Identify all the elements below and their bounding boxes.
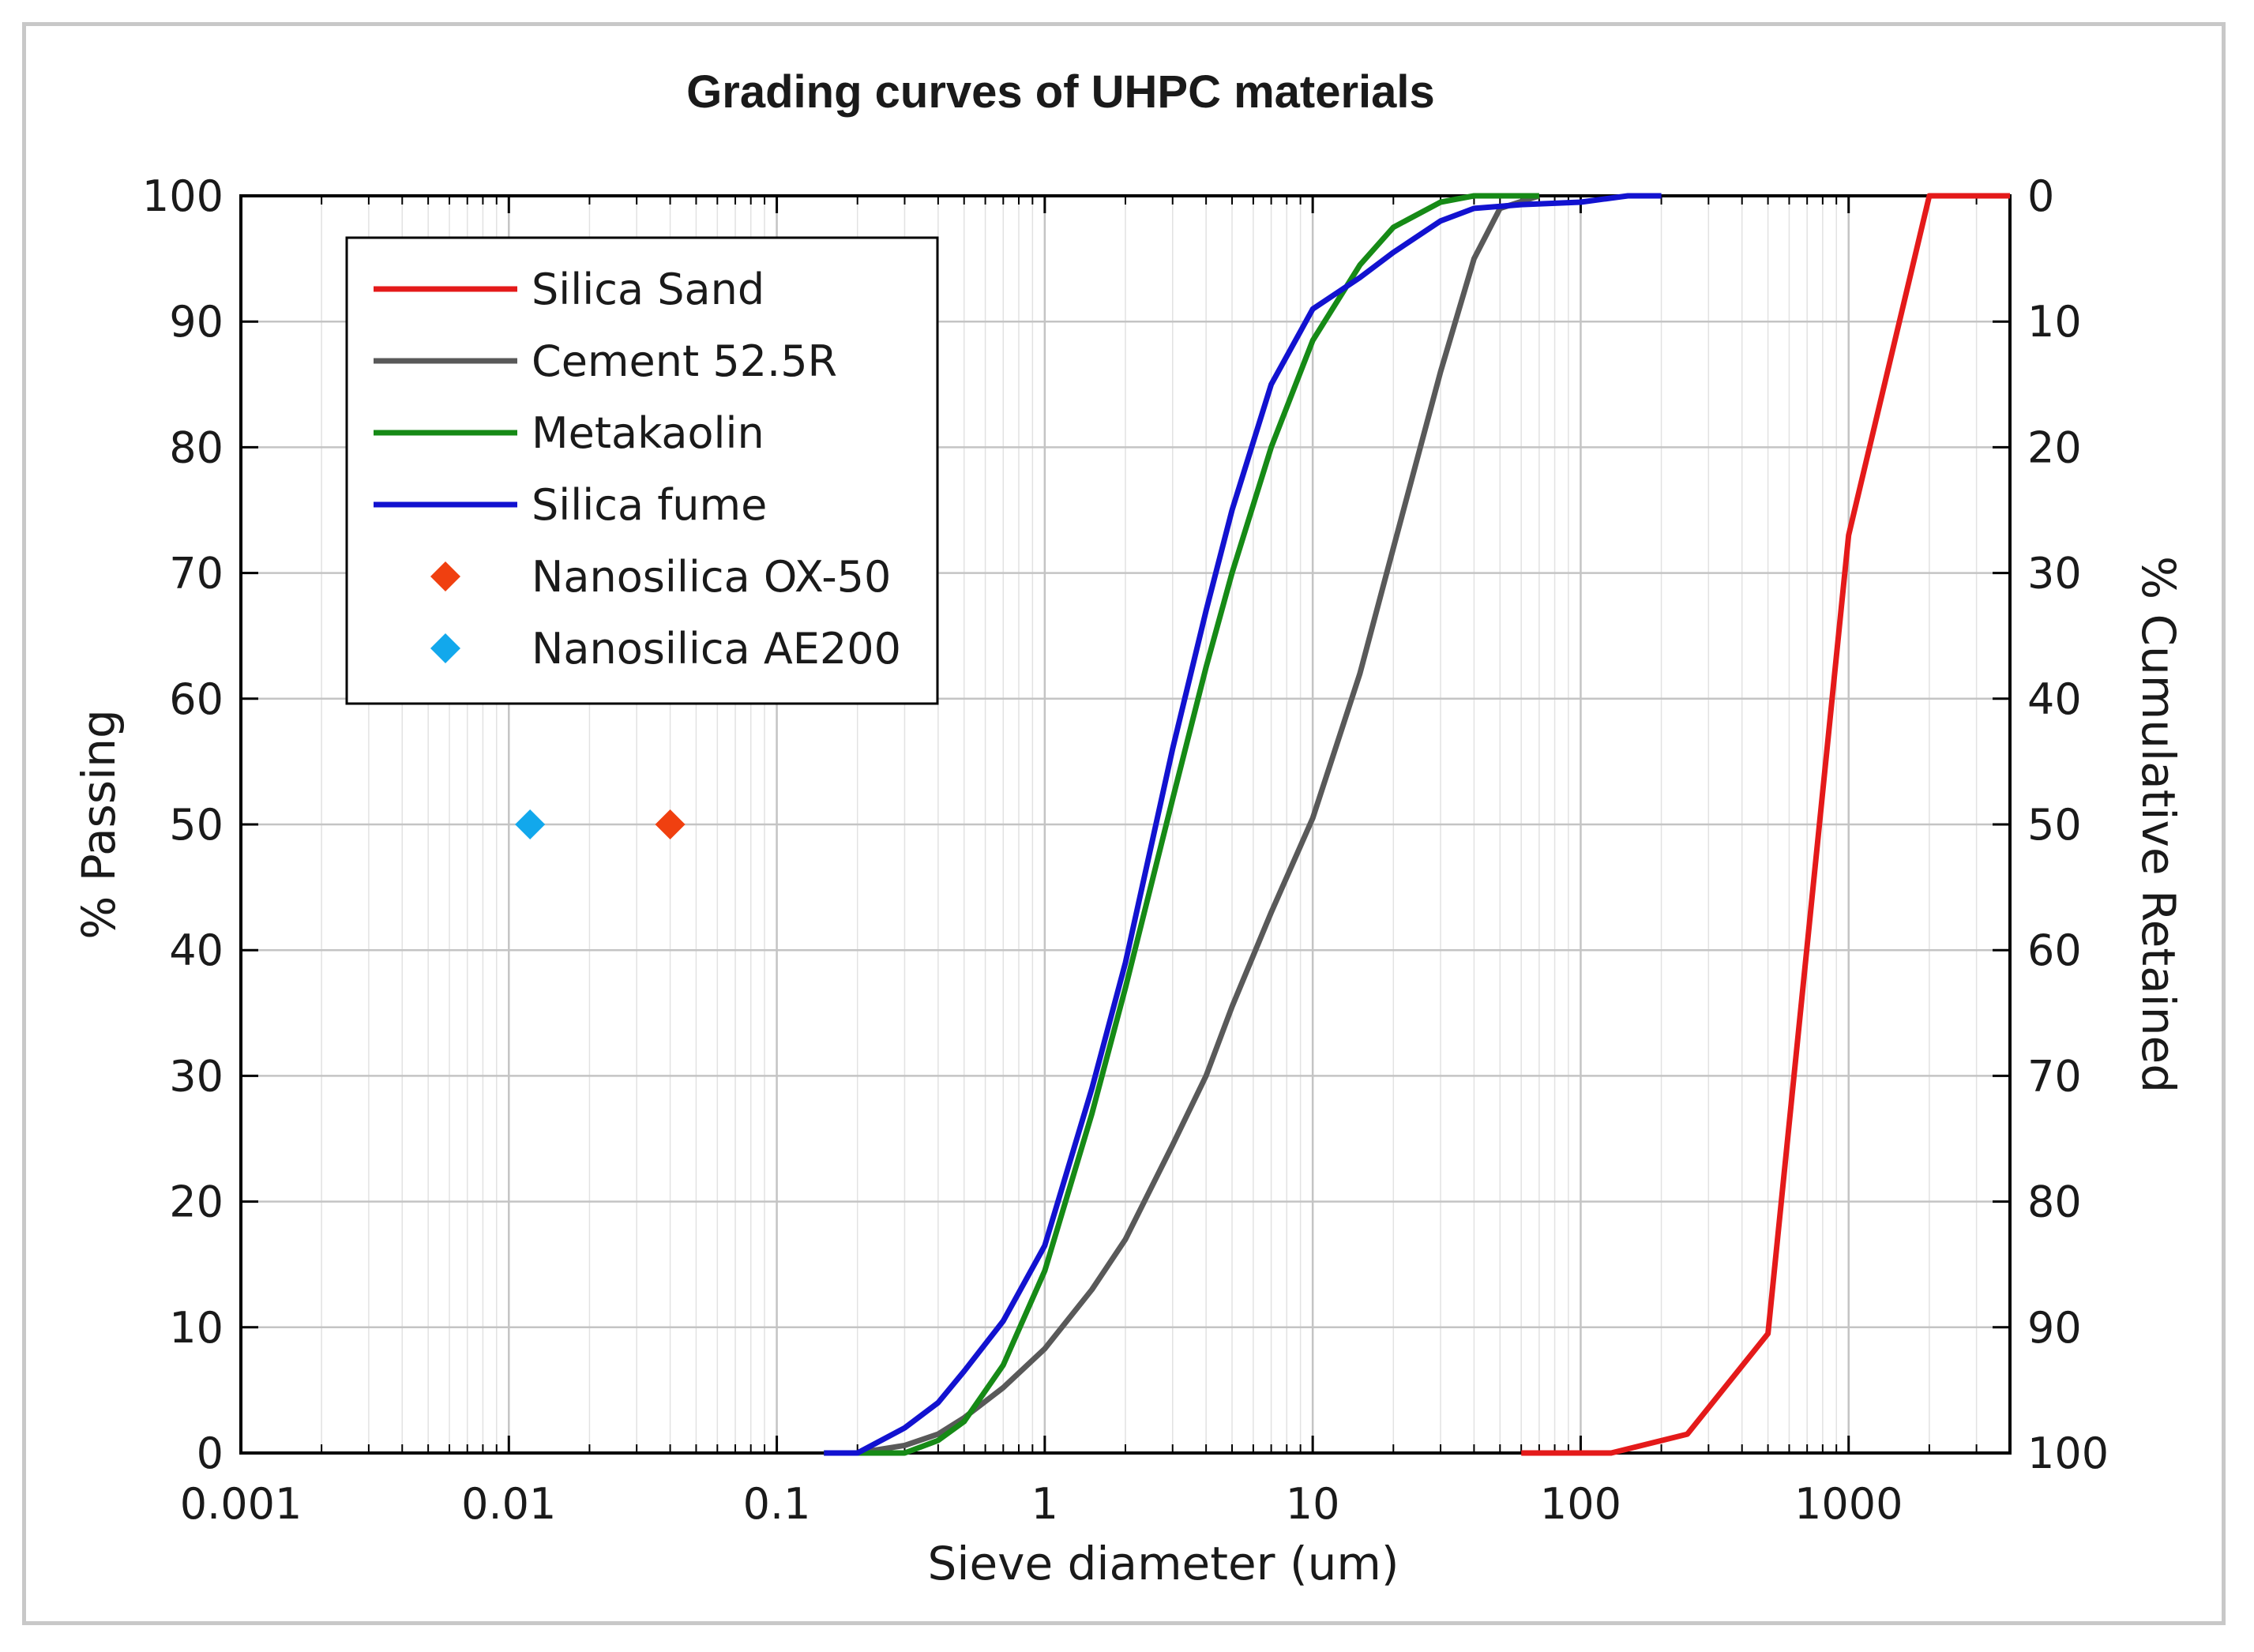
legend-label-silica-sand: Silica Sand bbox=[532, 265, 764, 314]
y-tick-label: 80 bbox=[169, 422, 224, 472]
y2-tick-label: 40 bbox=[2027, 674, 2082, 724]
y-tick-label: 100 bbox=[142, 171, 224, 221]
silica-sand-line bbox=[1521, 193, 2010, 1456]
y2-tick-label: 0 bbox=[2027, 171, 2054, 221]
legend-label-nanosilica-ox-50: Nanosilica OX-50 bbox=[532, 552, 891, 602]
x-tick-label: 1000 bbox=[1794, 1479, 1903, 1529]
legend-label-metakaolin: Metakaolin bbox=[532, 408, 764, 458]
y-tick-label: 40 bbox=[169, 925, 224, 975]
y-tick-label: 50 bbox=[169, 800, 224, 850]
y2-tick-label: 10 bbox=[2027, 297, 2082, 347]
axis-ticks bbox=[239, 194, 2011, 1455]
y-tick-label: 0 bbox=[197, 1429, 224, 1478]
chart-title: Grading curves of UHPC materials bbox=[686, 66, 1435, 118]
x-tick-label: 100 bbox=[1540, 1479, 1621, 1529]
y2-tick-label: 100 bbox=[2027, 1429, 2109, 1478]
x-axis-label: Sieve diameter (um) bbox=[928, 1537, 1399, 1590]
silica-fume-line bbox=[824, 193, 1662, 1456]
y2-tick-label: 30 bbox=[2027, 549, 2082, 599]
y-tick-label: 20 bbox=[169, 1177, 224, 1227]
legend-swatch-nanosilica-ox-50 bbox=[430, 561, 460, 591]
chart-frame: Grading curves of UHPC materials 0.001 0.… bbox=[22, 22, 2226, 1625]
legend-swatch-nanosilica-ae200 bbox=[430, 633, 460, 663]
x-tick-label: 1 bbox=[1031, 1479, 1058, 1529]
nanosilica-ox-50-marker bbox=[655, 809, 686, 839]
x-tick-label: 0.01 bbox=[461, 1479, 556, 1529]
y2-tick-label: 70 bbox=[2027, 1051, 2082, 1101]
y2-tick-label: 60 bbox=[2027, 925, 2082, 975]
legend-box bbox=[345, 236, 939, 705]
x-tick-labels: 0.001 0.01 0.1 1 10 100 1000 bbox=[180, 1479, 1903, 1529]
grading-curves-chart: Grading curves of UHPC materials 0.001 0.… bbox=[72, 66, 2185, 1590]
y-tick-label: 10 bbox=[169, 1303, 224, 1353]
x-tick-label: 10 bbox=[1286, 1479, 1340, 1529]
legend: Silica Sand Cement 52.5R Metakaolin Silica … bbox=[345, 236, 939, 705]
legend-label-nanosilica-ae200: Nanosilica AE200 bbox=[532, 624, 901, 674]
y2-tick-label: 50 bbox=[2027, 800, 2082, 850]
y-tick-label: 30 bbox=[169, 1051, 224, 1101]
y-axis-label: % Passing bbox=[72, 709, 126, 940]
metakaolin-line bbox=[824, 193, 1539, 1456]
y2-axis-label: % Cumulative Retained bbox=[2132, 556, 2185, 1093]
cement-52-5r-line bbox=[824, 193, 1540, 1456]
y-tick-label: 60 bbox=[169, 674, 224, 724]
x-tick-label: 0.001 bbox=[180, 1479, 302, 1529]
y-tick-label: 90 bbox=[169, 297, 224, 347]
legend-label-silica-fume: Silica fume bbox=[532, 480, 767, 530]
legend-label-cement-52-5r: Cement 52.5R bbox=[532, 336, 837, 386]
y-tick-labels: 0 10 20 30 40 50 60 70 80 90 100 bbox=[142, 171, 224, 1478]
y2-tick-label: 80 bbox=[2027, 1177, 2082, 1227]
y-tick-label: 70 bbox=[169, 549, 224, 599]
y2-tick-label: 90 bbox=[2027, 1303, 2082, 1353]
data-series bbox=[515, 193, 2010, 1456]
nanosilica-ae200-marker bbox=[515, 809, 546, 839]
x-tick-label: 0.1 bbox=[743, 1479, 811, 1529]
y2-tick-label: 20 bbox=[2027, 422, 2082, 472]
